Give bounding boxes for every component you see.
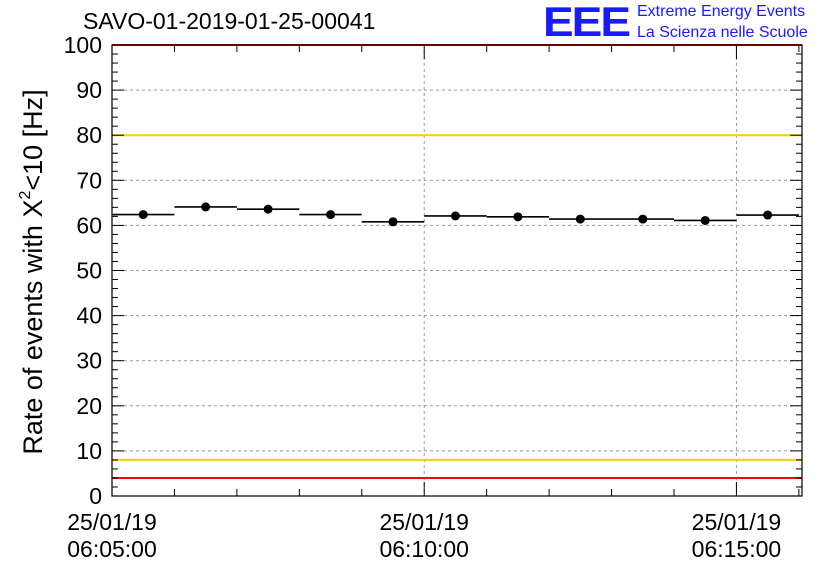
x-tick-label-date: 25/01/19 [692,509,782,535]
x-tick-label-date: 25/01/19 [67,509,157,535]
y-tick-label: 100 [64,32,102,58]
data-point-marker [138,210,148,220]
y-tick-label: 60 [76,212,102,238]
data-point-marker [513,212,523,222]
data-point-marker [263,204,273,214]
data-point [236,204,300,214]
logo-tagline-2: La Scienza nelle Scuole [637,24,808,41]
data-point [174,202,237,212]
y-tick-label: 30 [76,348,102,374]
data-point-marker [638,214,648,224]
y-tick-label: 20 [76,393,102,419]
eee-logo: EEE [543,0,631,46]
data-point-marker [326,210,336,220]
data-point [549,214,612,224]
data-point-marker [201,202,211,212]
x-tick-label-time: 06:10:00 [379,536,469,562]
logo-tagline-1: Extreme Energy Events [637,3,806,20]
y-tick-label: 70 [76,167,102,193]
run-title: SAVO-01-2019-01-25-00041 [83,8,376,34]
x-tick-label-time: 06:15:00 [692,536,782,562]
data-point [673,215,737,225]
x-tick-label-time: 06:05:00 [67,536,157,562]
data-point-marker [700,215,710,225]
y-tick-label: 0 [89,483,102,509]
data-point [486,212,550,222]
y-tick-label: 90 [76,77,102,103]
data-point [736,210,799,220]
data-point [424,211,487,221]
y-tick-label: 40 [76,303,102,329]
data-point-marker [450,211,460,221]
x-tick-label-date: 25/01/19 [379,509,469,535]
data-point [611,214,674,224]
data-point-marker [388,217,398,227]
data-point-marker [763,210,773,220]
data-point [361,217,425,227]
y-tick-label: 80 [76,122,102,148]
data-point [299,210,362,220]
data-point [112,210,175,220]
data-point-marker [575,214,585,224]
y-tick-label: 50 [76,258,102,284]
y-tick-label: 10 [76,438,102,464]
